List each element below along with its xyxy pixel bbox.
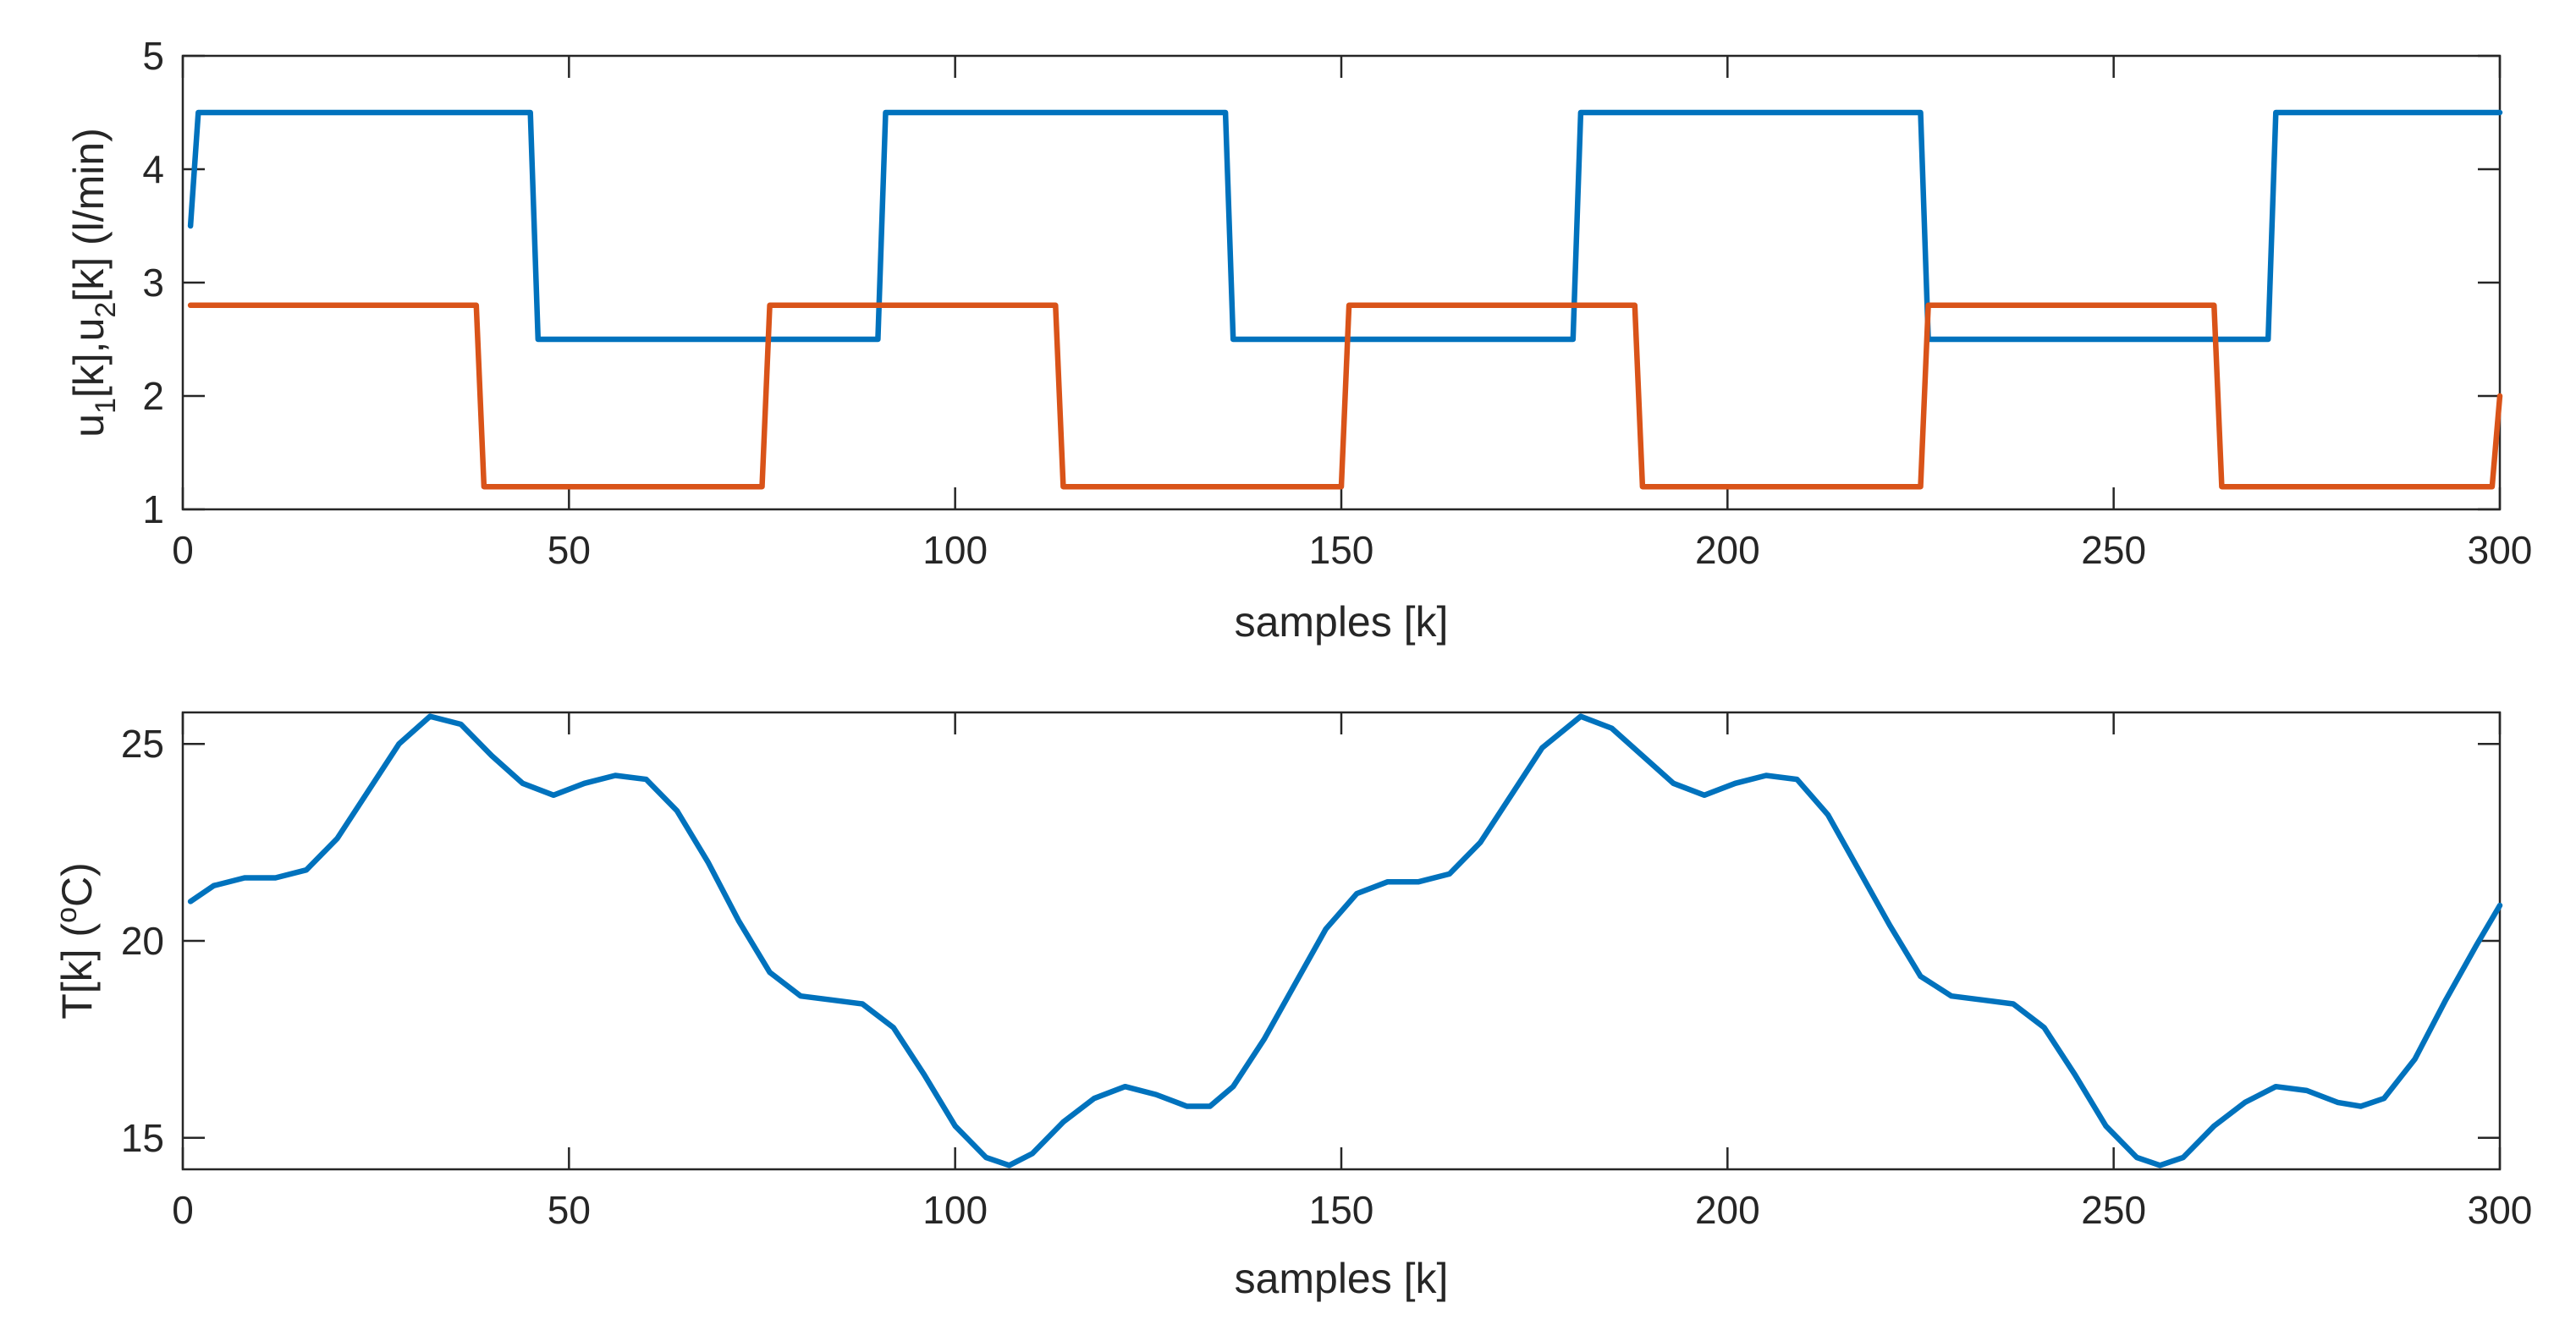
series-u1-line <box>187 109 2503 343</box>
chart-top-ytick-label: 2 <box>142 374 164 418</box>
chart-bottom-xtick-label: 150 <box>1309 1188 1374 1232</box>
ylabel-u2-subscript: 2 <box>90 302 122 318</box>
chart-bottom-ticks: 0 50 100 150 200 250 300 15 20 25 <box>121 712 2533 1232</box>
chart-top-ticks: 0 50 100 150 200 250 300 1 2 3 4 5 <box>142 34 2532 572</box>
chart-top-xtick-label: 100 <box>922 528 988 572</box>
chart-bottom-ytick-label: 20 <box>121 919 164 963</box>
chart-bottom-xtick-label: 250 <box>2081 1188 2146 1232</box>
chart-bottom-xtick-label: 100 <box>922 1188 988 1232</box>
ylabel-temp-base: T[k] ( <box>53 923 101 1020</box>
chart-bottom-series <box>187 713 2503 1168</box>
chart-bottom-xlabel: samples [k] <box>1235 1255 1449 1302</box>
chart-top-ytick-label: 1 <box>142 487 164 531</box>
ylabel-u1-subscript: 1 <box>90 398 122 414</box>
ylabel-temp-units: C) <box>53 862 101 907</box>
chart-bottom-xtick-label: 0 <box>172 1188 194 1232</box>
chart-top-ytick-label: 3 <box>142 261 164 305</box>
chart-bottom-axes: 0 50 100 150 200 250 300 15 20 25 samples [k] T[k… <box>51 711 2533 1302</box>
series-u2-line <box>187 302 2503 490</box>
chart-bottom-plot-box <box>181 711 2502 1171</box>
chart-bottom-xtick-label: 50 <box>548 1188 591 1232</box>
chart-top-xtick-label: 150 <box>1309 528 1374 572</box>
chart-top-ylabel: u1[k],u2[k] (l/min) <box>65 128 122 437</box>
ylabel-u1-base: u <box>65 414 113 437</box>
chart-bottom-ylabel: T[k] (oC) <box>51 862 101 1020</box>
chart-top-xtick-label: 50 <box>548 528 591 572</box>
chart-top-series <box>187 109 2503 490</box>
ylabel-units: [k] (l/min) <box>65 128 113 302</box>
chart-bottom-xtick-label: 200 <box>1695 1188 1760 1232</box>
chart-top-xtick-label: 0 <box>172 528 194 572</box>
chart-top-xtick-label: 300 <box>2468 528 2533 572</box>
chart-bottom-ytick-label: 15 <box>121 1116 164 1160</box>
chart-bottom-xtick-label: 300 <box>2468 1188 2533 1232</box>
chart-top-xtick-label: 250 <box>2081 528 2146 572</box>
ylabel-degree-superscript: o <box>51 907 83 923</box>
chart-top-ytick-label: 5 <box>142 34 164 78</box>
chart-top-xtick-label: 200 <box>1695 528 1760 572</box>
ylabel-middle: [k],u <box>65 318 113 398</box>
chart-top-xlabel: samples [k] <box>1235 598 1449 646</box>
chart-bottom-ytick-label: 25 <box>121 722 164 766</box>
series-T-line <box>187 713 2503 1168</box>
chart-top-ytick-label: 4 <box>142 147 164 191</box>
